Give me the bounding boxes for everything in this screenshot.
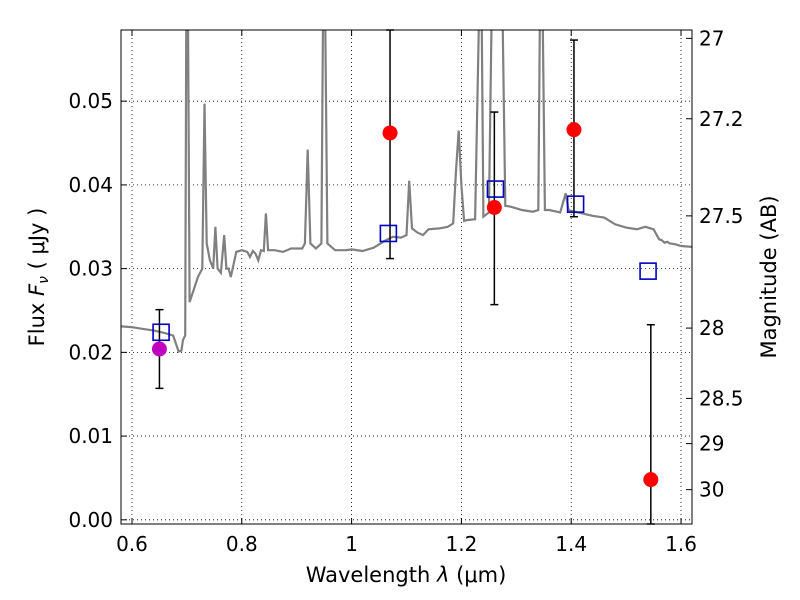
x-tick-label: 0.8 xyxy=(226,532,258,556)
model-markers xyxy=(152,180,657,342)
y-tick-label: 0.00 xyxy=(68,508,113,532)
right-tick-label: 28 xyxy=(699,316,724,340)
y-axis-ticks: 0.00 0.01 0.02 0.03 0.04 0.05 xyxy=(68,89,127,532)
y-tick-label: 0.03 xyxy=(68,257,113,281)
right-tick-label: 27 xyxy=(699,26,724,50)
x-tick-label: 0.6 xyxy=(116,532,148,556)
model-marker xyxy=(379,224,398,243)
right-tick-label: 27.5 xyxy=(699,204,744,228)
spectrum-line xyxy=(121,30,692,353)
model-marker xyxy=(152,323,170,342)
y-axis-label: Flux Fν ( μJy ) xyxy=(25,208,52,347)
x-axis-label: Wavelength λ (μm) xyxy=(306,563,507,587)
plot-frame xyxy=(120,29,693,525)
observed-marker xyxy=(151,341,167,357)
x-tick-label: 1 xyxy=(345,532,358,556)
y-tick-label: 0.01 xyxy=(68,424,113,448)
y-tick-label: 0.05 xyxy=(68,89,113,113)
x-tick-label: 1.2 xyxy=(445,532,477,556)
observed-markers xyxy=(151,122,659,488)
model-marker xyxy=(486,180,505,198)
model-marker xyxy=(566,195,585,213)
observed-marker xyxy=(643,472,659,488)
right-tick-label: 28.5 xyxy=(699,386,744,410)
plot-area xyxy=(121,30,692,353)
observed-marker xyxy=(486,200,502,216)
x-axis-ticks: 0.6 0.8 1 1.2 1.4 1.6 xyxy=(116,30,697,556)
right-tick-label: 27.2 xyxy=(699,107,744,131)
right-axis-label: Magnitude (AB) xyxy=(757,195,781,358)
observed-marker xyxy=(566,122,582,138)
grid xyxy=(121,30,692,524)
y-tick-label: 0.04 xyxy=(68,173,113,197)
right-tick-label: 30 xyxy=(699,478,724,502)
x-tick-label: 1.6 xyxy=(665,532,697,556)
model-marker xyxy=(639,262,657,280)
y-tick-label: 0.02 xyxy=(68,340,113,364)
right-axis-ticks: 27 27.2 27.5 28 28.5 29 30 xyxy=(686,26,744,502)
right-tick-label: 29 xyxy=(699,432,724,456)
observed-marker xyxy=(382,125,398,141)
x-tick-label: 1.4 xyxy=(555,532,587,556)
